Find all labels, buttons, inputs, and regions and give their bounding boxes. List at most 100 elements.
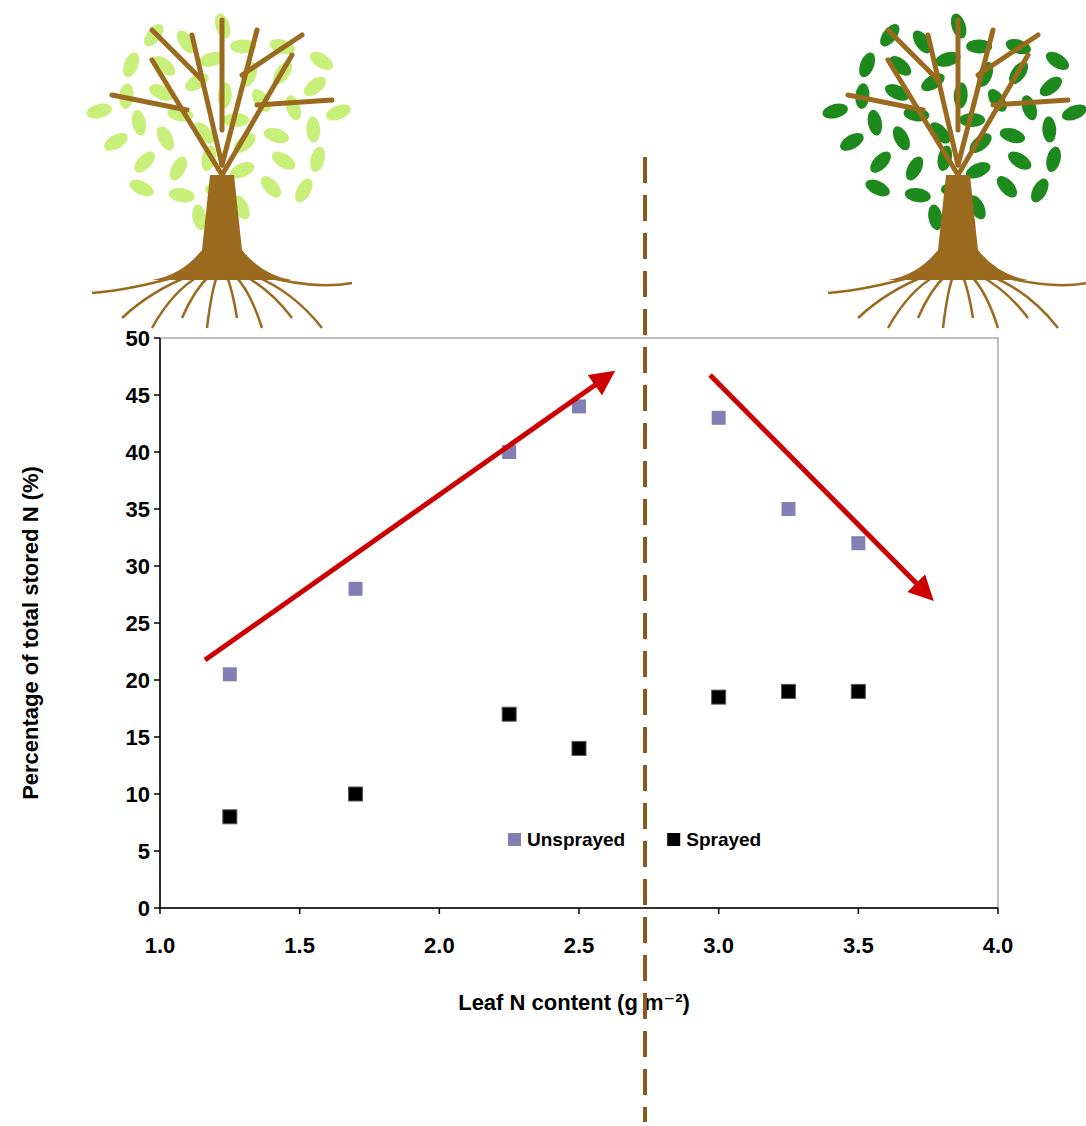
y-tick bbox=[154, 907, 160, 909]
divider-line bbox=[643, 157, 647, 1122]
point bbox=[712, 411, 726, 425]
root bbox=[261, 275, 352, 285]
point bbox=[851, 684, 865, 698]
leaf bbox=[85, 101, 114, 121]
branch bbox=[112, 95, 187, 110]
branch bbox=[978, 35, 1038, 75]
leaf bbox=[127, 176, 156, 200]
trunk bbox=[152, 175, 292, 280]
y-tick-label: 40 bbox=[126, 440, 150, 465]
root bbox=[963, 275, 974, 318]
root bbox=[252, 275, 322, 328]
y-tick-label: 30 bbox=[126, 554, 150, 579]
leaf bbox=[856, 50, 878, 79]
x-tick-label: 4.0 bbox=[983, 933, 1014, 958]
leaf bbox=[262, 125, 291, 146]
leaf bbox=[217, 82, 233, 109]
y-tick bbox=[154, 394, 160, 396]
y-tick bbox=[154, 622, 160, 624]
plot-frame bbox=[160, 338, 998, 908]
branch bbox=[257, 100, 332, 105]
branch bbox=[993, 100, 1068, 105]
root bbox=[918, 275, 946, 318]
branch bbox=[222, 30, 257, 165]
branch bbox=[192, 35, 222, 165]
branch bbox=[848, 95, 923, 110]
leaf bbox=[863, 176, 892, 200]
leaf bbox=[904, 186, 932, 204]
y-tick-label: 50 bbox=[126, 326, 150, 351]
decoration bbox=[85, 11, 1086, 328]
branch bbox=[888, 30, 938, 80]
x-tick-label: 1.0 bbox=[145, 933, 176, 958]
root bbox=[182, 275, 210, 318]
leaf bbox=[257, 172, 285, 201]
y-tick-label: 5 bbox=[138, 839, 150, 864]
point bbox=[223, 667, 237, 681]
y-tick-label: 15 bbox=[126, 725, 150, 750]
root bbox=[997, 275, 1086, 285]
leaf bbox=[306, 116, 321, 143]
leaf bbox=[993, 172, 1021, 201]
y-tick bbox=[154, 736, 160, 738]
point bbox=[223, 810, 237, 824]
chart: 051015202530354045501.01.52.02.53.03.54.… bbox=[0, 0, 1086, 1126]
trend-arrow bbox=[205, 378, 605, 660]
leaf bbox=[866, 109, 885, 137]
trend-arrow bbox=[710, 375, 925, 592]
y-tick bbox=[154, 565, 160, 567]
point bbox=[349, 787, 363, 801]
y-tick-label: 0 bbox=[138, 896, 150, 921]
branch bbox=[242, 35, 302, 75]
legend-label: Sprayed bbox=[686, 829, 761, 850]
root bbox=[207, 275, 218, 328]
y-tick-label: 10 bbox=[126, 782, 150, 807]
legend-label: Unsprayed bbox=[527, 829, 625, 850]
branch bbox=[956, 20, 961, 130]
tree-icon bbox=[85, 11, 353, 328]
x-tick-label: 1.5 bbox=[284, 933, 315, 958]
y-tick bbox=[154, 679, 160, 681]
leaf bbox=[1060, 101, 1086, 124]
point bbox=[712, 690, 726, 704]
y-axis-title: Percentage of total stored N (%) bbox=[18, 466, 43, 800]
root bbox=[227, 275, 238, 318]
root bbox=[943, 275, 954, 328]
x-tick bbox=[159, 908, 161, 914]
root bbox=[122, 275, 192, 318]
leaf bbox=[269, 148, 298, 174]
leaf bbox=[889, 124, 913, 154]
x-tick bbox=[997, 908, 999, 914]
leaf bbox=[1043, 48, 1072, 74]
branch bbox=[152, 30, 202, 80]
x-tick-label: 3.0 bbox=[703, 933, 734, 958]
leaf bbox=[998, 125, 1027, 146]
leaf bbox=[101, 129, 131, 154]
y-tick bbox=[154, 850, 160, 852]
trunk bbox=[888, 175, 1028, 280]
leaf bbox=[821, 101, 850, 121]
leaf bbox=[902, 154, 927, 184]
leaf bbox=[953, 82, 969, 109]
x-tick-label: 3.5 bbox=[843, 933, 874, 958]
branch bbox=[958, 30, 993, 165]
leaf bbox=[282, 93, 304, 122]
leaf bbox=[837, 129, 867, 154]
point bbox=[572, 741, 586, 755]
root bbox=[858, 275, 928, 318]
leaf bbox=[1044, 145, 1063, 173]
legend-swatch bbox=[508, 833, 521, 846]
y-tick-label: 45 bbox=[126, 383, 150, 408]
leaf bbox=[291, 176, 316, 206]
legend: Unsprayed Sprayed bbox=[508, 829, 761, 850]
point bbox=[502, 707, 516, 721]
y-tick-label: 20 bbox=[126, 668, 150, 693]
y-tick bbox=[154, 793, 160, 795]
point bbox=[349, 582, 363, 596]
chart-root: 051015202530354045501.01.52.02.53.03.54.… bbox=[0, 0, 1086, 1126]
root bbox=[152, 275, 201, 328]
root bbox=[988, 275, 1058, 328]
leaf bbox=[1042, 116, 1057, 143]
leaf bbox=[1018, 93, 1040, 122]
x-axis-title: Leaf N content (g m⁻²) bbox=[458, 990, 690, 1015]
